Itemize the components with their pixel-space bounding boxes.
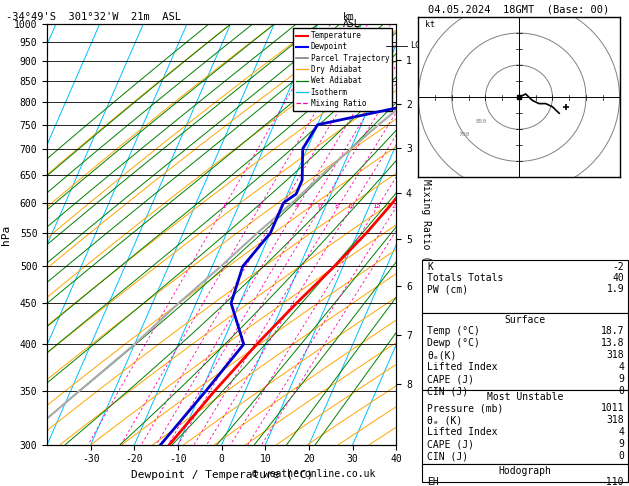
X-axis label: Dewpoint / Temperature (°C): Dewpoint / Temperature (°C) xyxy=(131,470,313,480)
Text: 4: 4 xyxy=(294,203,299,208)
Text: 6: 6 xyxy=(318,203,322,208)
Text: 40: 40 xyxy=(612,273,624,283)
Text: 18.7: 18.7 xyxy=(601,326,624,336)
Text: 13.8: 13.8 xyxy=(601,338,624,348)
Text: 10: 10 xyxy=(347,203,355,208)
Text: 9: 9 xyxy=(618,439,624,449)
Text: 15: 15 xyxy=(372,203,381,208)
Text: 2: 2 xyxy=(257,203,260,208)
Text: 04.05.2024  18GMT  (Base: 00): 04.05.2024 18GMT (Base: 00) xyxy=(428,4,610,15)
Text: 0: 0 xyxy=(618,386,624,396)
Text: -2: -2 xyxy=(612,262,624,272)
Text: 318: 318 xyxy=(606,415,624,425)
Text: Hodograph: Hodograph xyxy=(499,466,552,476)
Text: PW (cm): PW (cm) xyxy=(427,284,468,294)
Text: 4: 4 xyxy=(618,362,624,372)
Text: 1.9: 1.9 xyxy=(606,284,624,294)
Text: CAPE (J): CAPE (J) xyxy=(427,374,474,384)
Text: © weatheronline.co.uk: © weatheronline.co.uk xyxy=(252,469,376,479)
Text: θₑ(K): θₑ(K) xyxy=(427,350,457,360)
Text: Most Unstable: Most Unstable xyxy=(487,392,563,402)
Text: Pressure (mb): Pressure (mb) xyxy=(427,403,503,413)
Text: Totals Totals: Totals Totals xyxy=(427,273,503,283)
Text: CIN (J): CIN (J) xyxy=(427,451,468,461)
Text: EH: EH xyxy=(427,477,439,486)
Bar xyxy=(422,390,628,464)
Text: kt: kt xyxy=(425,19,435,29)
Text: CAPE (J): CAPE (J) xyxy=(427,439,474,449)
Text: CIN (J): CIN (J) xyxy=(427,386,468,396)
Text: 25: 25 xyxy=(406,203,415,208)
Text: -110: -110 xyxy=(601,477,624,486)
Text: 1: 1 xyxy=(221,203,225,208)
Text: ASL: ASL xyxy=(343,19,360,30)
Text: 850: 850 xyxy=(476,119,487,124)
Text: Temp (°C): Temp (°C) xyxy=(427,326,480,336)
Text: Lifted Index: Lifted Index xyxy=(427,362,498,372)
Text: 4: 4 xyxy=(618,427,624,437)
Bar xyxy=(422,313,628,390)
Text: 1011: 1011 xyxy=(601,403,624,413)
Text: 8: 8 xyxy=(335,203,339,208)
Text: 20: 20 xyxy=(391,203,399,208)
Bar xyxy=(422,464,628,482)
Text: LCL: LCL xyxy=(410,41,425,51)
Text: 5: 5 xyxy=(307,203,311,208)
Text: 700: 700 xyxy=(459,132,470,137)
Bar xyxy=(422,260,628,313)
Legend: Temperature, Dewpoint, Parcel Trajectory, Dry Adiabat, Wet Adiabat, Isotherm, Mi: Temperature, Dewpoint, Parcel Trajectory… xyxy=(293,28,392,111)
Text: 9: 9 xyxy=(618,374,624,384)
Y-axis label: hPa: hPa xyxy=(1,225,11,244)
Y-axis label: Mixing Ratio (g/kg): Mixing Ratio (g/kg) xyxy=(421,179,431,290)
Text: Surface: Surface xyxy=(504,315,545,325)
Text: 318: 318 xyxy=(606,350,624,360)
Text: km: km xyxy=(343,12,355,22)
Text: Lifted Index: Lifted Index xyxy=(427,427,498,437)
Text: 0: 0 xyxy=(618,451,624,461)
Text: θₑ (K): θₑ (K) xyxy=(427,415,462,425)
Text: 3: 3 xyxy=(278,203,282,208)
Text: Dewp (°C): Dewp (°C) xyxy=(427,338,480,348)
Text: K: K xyxy=(427,262,433,272)
Text: -34°49'S  301°32'W  21m  ASL: -34°49'S 301°32'W 21m ASL xyxy=(6,12,181,22)
